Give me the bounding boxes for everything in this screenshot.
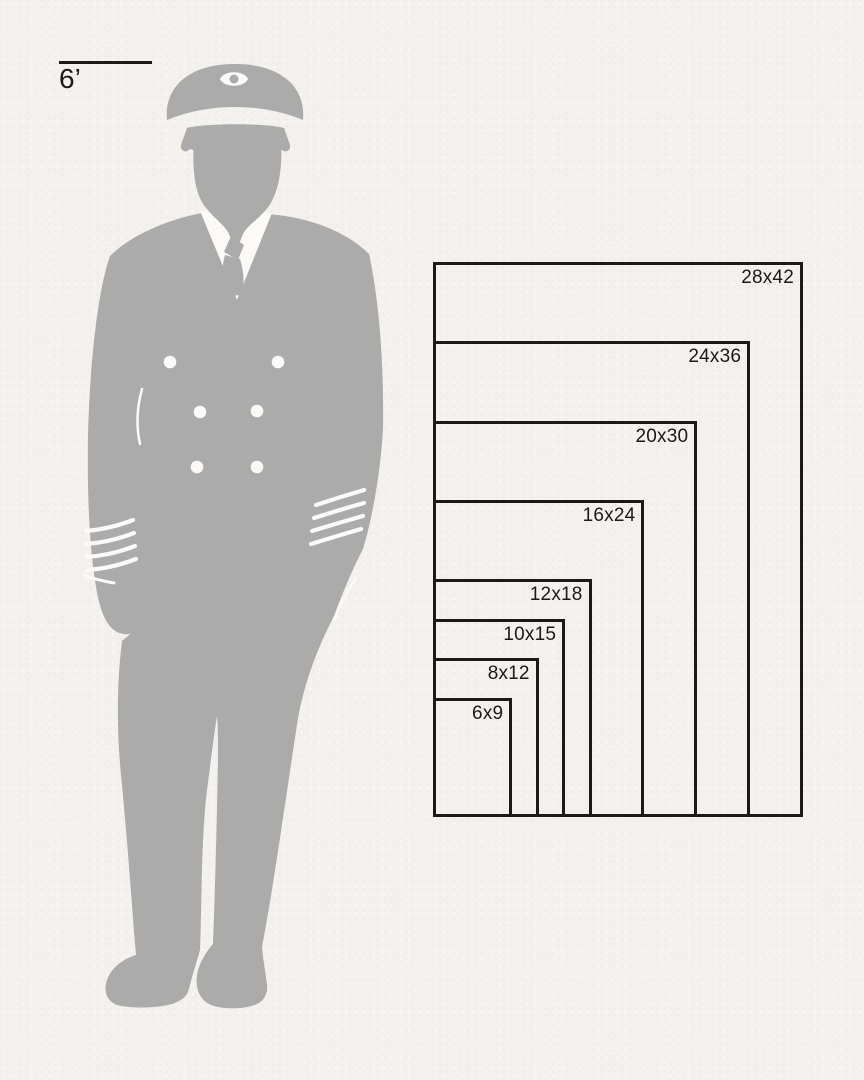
size-rect-label: 16x24 [582, 504, 636, 526]
captain-body [87, 213, 384, 1009]
size-rect-label: 24x36 [688, 346, 742, 368]
cap-visor [180, 124, 291, 157]
right-sleeve-stripes [308, 487, 367, 547]
height-marker-label: 6’ [59, 63, 81, 94]
size-rect-label: 20x30 [635, 425, 689, 447]
size-rect-label: 28x42 [741, 267, 794, 288]
tie-body [222, 255, 244, 296]
left-cuff-seam [82, 573, 116, 585]
tie-knot [224, 236, 244, 260]
right-hem-seam [332, 576, 358, 622]
size-rect-label: 8x12 [487, 663, 530, 685]
size-rect-label: 6x9 [472, 703, 504, 725]
cap-dome [166, 64, 304, 120]
left-sleeve-stripes [83, 517, 139, 573]
cap-emblem-center [229, 74, 239, 84]
size-rect-6x9: 6x9 [433, 698, 513, 817]
jacket-buttons [163, 355, 285, 474]
captain-face [193, 137, 282, 252]
size-rect-label: 12x18 [529, 584, 583, 606]
lapel-seam [136, 387, 144, 446]
uniform-seam-lines [82, 387, 358, 622]
size-rect-label: 10x15 [503, 623, 557, 645]
height-marker-line [59, 61, 152, 64]
